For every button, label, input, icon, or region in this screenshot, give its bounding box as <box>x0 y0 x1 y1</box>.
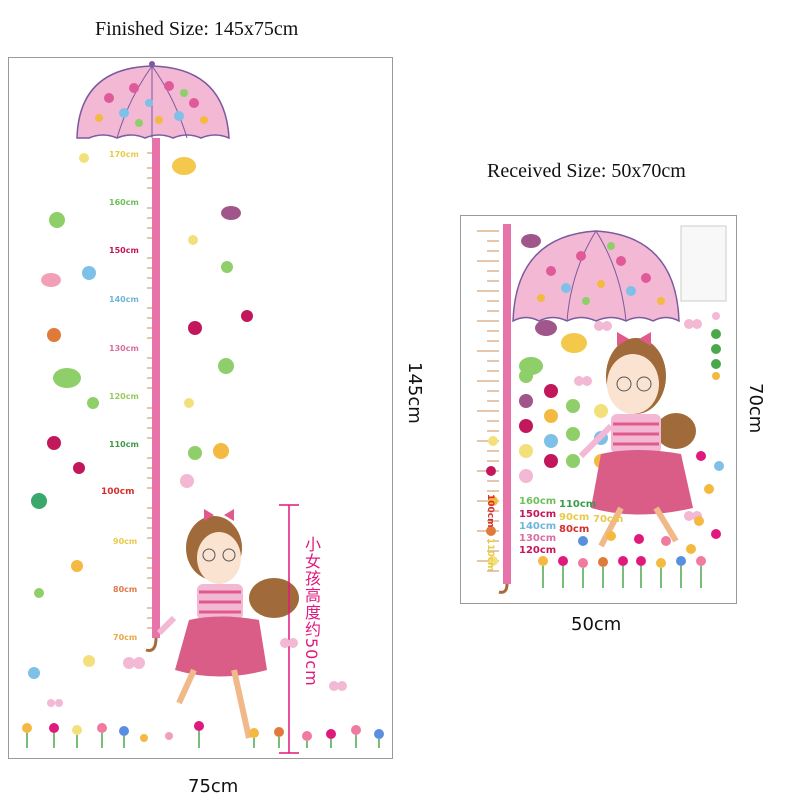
received-sheet-illustration <box>477 224 727 594</box>
ruler-tick-label: 100cm <box>101 487 135 497</box>
ruler-tick-label: 140cm <box>109 295 139 304</box>
height-sticker-label: 120cm <box>519 545 557 556</box>
height-sticker-label: 130cm <box>519 533 557 544</box>
received-width-label: 50cm <box>571 614 622 635</box>
ruler-tick-label: 80cm <box>113 585 138 594</box>
ruler-tick-label: 70cm <box>113 633 138 642</box>
girl-illustration <box>578 332 696 548</box>
flower-row-icon <box>538 531 706 588</box>
heart-icon <box>28 153 253 679</box>
sheet-ruler-tick-label: 110cm <box>485 538 495 572</box>
umbrella-icon <box>76 61 230 140</box>
bird-icon <box>519 234 587 375</box>
height-sticker-label: 80cm <box>559 524 590 535</box>
butterfly-icon <box>47 638 347 707</box>
ruler-tick-label: 130cm <box>109 344 139 353</box>
flower-row-icon <box>22 721 384 748</box>
height-sticker-label: 90cm <box>559 512 590 523</box>
height-sticker-label: 150cm <box>519 509 557 520</box>
finished-sticker-illustration <box>22 61 384 754</box>
girl-illustration <box>156 509 299 739</box>
finished-size-caption: Finished Size: 145x75cm <box>95 18 299 40</box>
received-size-caption: Received Size: 50x70cm <box>487 160 686 182</box>
finished-width-label: 75cm <box>188 776 239 797</box>
bird-icon <box>41 157 241 388</box>
finished-height-label: 145cm <box>404 362 425 424</box>
mini-preview-icon <box>680 225 727 302</box>
sheet-ruler-pole <box>503 224 511 584</box>
received-sheet-panel: 100cm 110cm 160cm 110cm 150cm 90cm 140cm… <box>460 215 737 604</box>
height-annotation-line <box>279 504 299 754</box>
ruler-tick-label: 120cm <box>109 392 139 401</box>
umbrella-icon <box>512 230 680 323</box>
height-ruler-pole <box>152 138 160 638</box>
sheet-ruler-tick-label: 100cm <box>485 494 495 528</box>
height-sticker-label: 70cm <box>593 514 624 525</box>
height-sticker-label: 140cm <box>519 521 557 532</box>
received-height-label: 70cm <box>745 383 766 434</box>
ruler-tick-label: 90cm <box>113 537 138 546</box>
ruler-tick-label: 170cm <box>109 150 139 159</box>
height-sticker-label: 160cm <box>519 496 557 507</box>
ruler-tick-label: 110cm <box>109 440 139 449</box>
girl-height-annotation: 小女孩高度约50cm <box>302 536 321 687</box>
height-sticker-label: 110cm <box>559 499 597 510</box>
ruler-tick-label: 160cm <box>109 198 139 207</box>
ruler-tick-label: 150cm <box>109 246 139 255</box>
flower-icon <box>694 312 724 539</box>
finished-sticker-panel: 170cm 160cm 150cm 140cm 130cm 120cm 110c… <box>8 57 393 759</box>
